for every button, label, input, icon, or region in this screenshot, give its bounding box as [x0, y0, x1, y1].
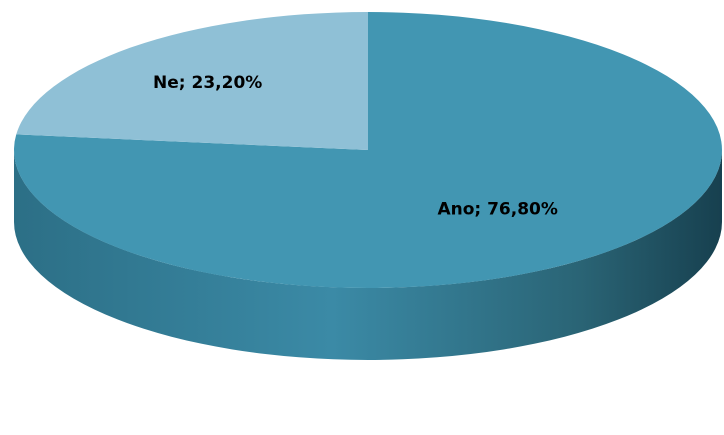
pie-side-wall — [14, 150, 722, 360]
pie-slice-ano — [14, 12, 723, 288]
pie-side-layer — [14, 150, 722, 360]
pie-slice-ne — [16, 12, 368, 150]
pie-label-layer: Ano; 76,80% Ne; 23,20% — [153, 73, 558, 220]
pie-top-layer — [14, 12, 723, 288]
data-label-ano: Ano; 76,80% — [437, 200, 557, 220]
data-label-ne: Ne; 23,20% — [153, 73, 262, 93]
